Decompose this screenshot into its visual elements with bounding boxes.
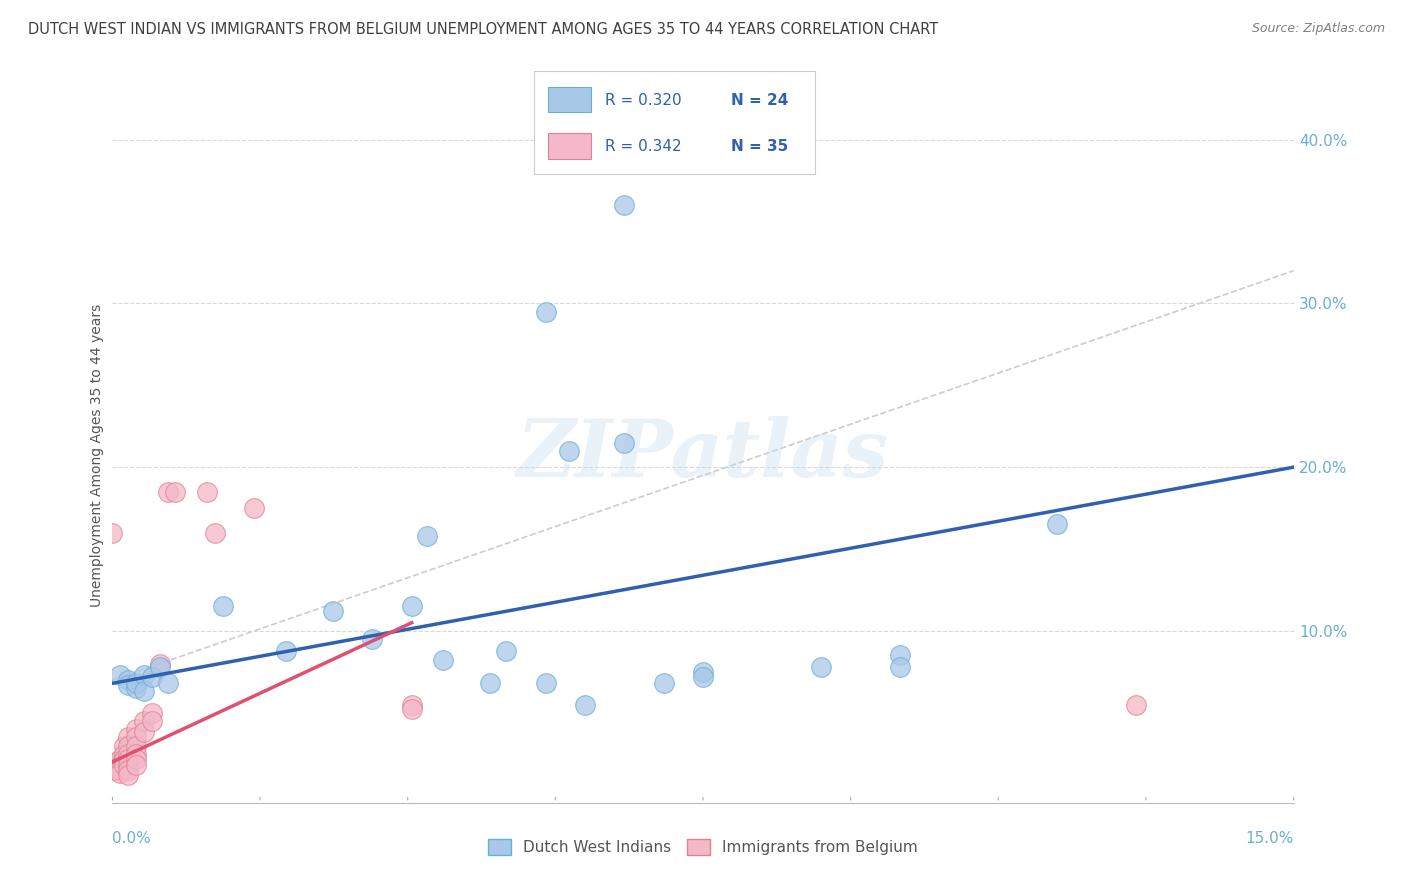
Point: [117, 763, 139, 777]
Text: 15.0%: 15.0%: [1246, 831, 1294, 846]
Point: [105, 755, 128, 769]
Point: [101, 525, 124, 540]
Point: [125, 758, 148, 772]
Point: [117, 758, 139, 772]
Point: [141, 714, 163, 728]
Point: [132, 684, 155, 698]
Point: [117, 739, 139, 753]
Point: [132, 725, 155, 739]
Point: [112, 739, 135, 753]
Point: [117, 731, 139, 745]
Point: [112, 747, 135, 761]
Point: [361, 632, 384, 646]
Point: [889, 660, 911, 674]
Point: [105, 758, 128, 772]
Bar: [548, 133, 591, 159]
Point: [416, 529, 439, 543]
Point: [125, 722, 148, 736]
Point: [141, 670, 163, 684]
Point: [165, 484, 187, 499]
Point: [204, 525, 226, 540]
Point: [110, 766, 132, 780]
Point: [112, 758, 135, 772]
Text: N = 35: N = 35: [731, 139, 789, 153]
Text: 0.0%: 0.0%: [112, 831, 152, 846]
Point: [125, 751, 148, 765]
Point: [125, 681, 148, 696]
Point: [401, 698, 423, 712]
Point: [132, 668, 155, 682]
Point: [110, 758, 132, 772]
Point: [274, 643, 297, 657]
Point: [117, 751, 139, 765]
Text: ZIPatlas: ZIPatlas: [517, 417, 889, 493]
Point: [117, 768, 139, 782]
Point: [692, 665, 714, 679]
Text: Source: ZipAtlas.com: Source: ZipAtlas.com: [1251, 22, 1385, 36]
Point: [1046, 517, 1069, 532]
Point: [156, 484, 179, 499]
Point: [149, 657, 172, 671]
Point: [322, 604, 344, 618]
Point: [117, 747, 139, 761]
Point: [613, 435, 636, 450]
Point: [125, 747, 148, 761]
Text: DUTCH WEST INDIAN VS IMMIGRANTS FROM BELGIUM UNEMPLOYMENT AMONG AGES 35 TO 44 YE: DUTCH WEST INDIAN VS IMMIGRANTS FROM BEL…: [28, 22, 938, 37]
Bar: [548, 87, 591, 112]
Point: [132, 714, 155, 728]
Text: N = 24: N = 24: [731, 93, 789, 108]
Point: [558, 443, 581, 458]
Point: [117, 673, 139, 687]
Point: [117, 678, 139, 692]
Point: [613, 198, 636, 212]
Point: [1125, 698, 1147, 712]
Point: [495, 643, 517, 657]
Point: [104, 763, 127, 777]
Point: [692, 670, 714, 684]
Legend: Dutch West Indians, Immigrants from Belgium: Dutch West Indians, Immigrants from Belg…: [482, 833, 924, 862]
Point: [125, 676, 148, 690]
Point: [103, 758, 125, 772]
Point: [652, 676, 675, 690]
Point: [432, 653, 454, 667]
Point: [195, 484, 218, 499]
Point: [889, 648, 911, 663]
Point: [243, 501, 266, 516]
Point: [574, 698, 596, 712]
Point: [149, 660, 172, 674]
Point: [534, 676, 557, 690]
Point: [112, 751, 135, 765]
Point: [110, 668, 132, 682]
Point: [401, 599, 423, 614]
Point: [401, 702, 423, 716]
Point: [110, 751, 132, 765]
Point: [125, 739, 148, 753]
Point: [156, 676, 179, 690]
Text: R = 0.320: R = 0.320: [605, 93, 681, 108]
Point: [110, 763, 132, 777]
Point: [141, 706, 163, 720]
Point: [479, 676, 502, 690]
Point: [534, 304, 557, 318]
Point: [125, 731, 148, 745]
Point: [810, 660, 832, 674]
Point: [211, 599, 233, 614]
Y-axis label: Unemployment Among Ages 35 to 44 years: Unemployment Among Ages 35 to 44 years: [90, 303, 104, 607]
Text: R = 0.342: R = 0.342: [605, 139, 681, 153]
